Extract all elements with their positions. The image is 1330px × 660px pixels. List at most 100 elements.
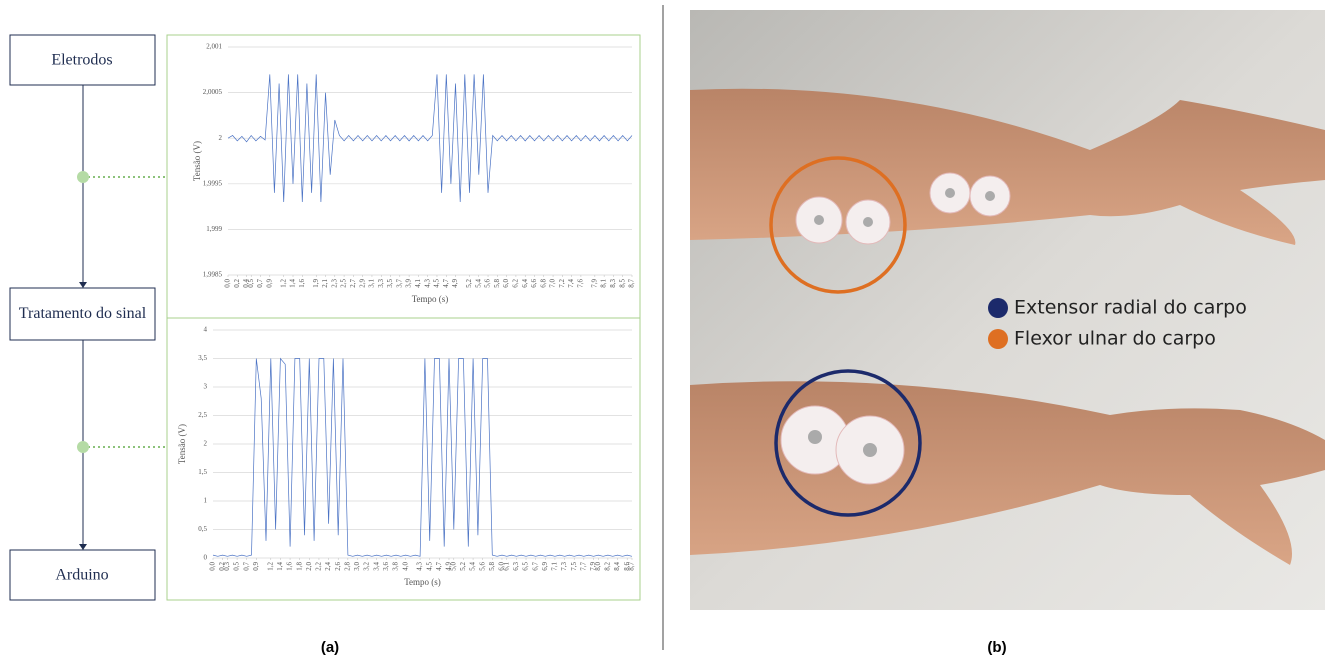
- legend-swatch: [988, 298, 1008, 318]
- x-tick-label: 1,4: [276, 562, 284, 571]
- x-tick-label: 5,6: [484, 279, 492, 288]
- x-tick-label: 8,7: [628, 562, 636, 571]
- x-tick-label: 7,9: [590, 279, 598, 288]
- legend-label: Flexor ulnar do carpo: [1014, 328, 1216, 350]
- caption: (b): [987, 639, 1006, 656]
- x-tick-label: 5,0: [449, 562, 457, 571]
- x-tick-label: 4,7: [435, 562, 443, 571]
- x-tick-label: 8,3: [609, 279, 617, 288]
- x-tick-label: 6,5: [522, 562, 530, 571]
- x-tick-label: 7,7: [579, 562, 587, 571]
- x-tick-label: 1,4: [289, 279, 297, 288]
- x-tick-label: 1,2: [266, 562, 274, 571]
- x-tick-label: 2,7: [349, 279, 357, 288]
- x-tick-label: 0,2: [233, 279, 241, 288]
- x-tick-label: 6,7: [531, 562, 539, 571]
- x-tick-label: 4,5: [425, 562, 433, 571]
- y-tick-label: 2: [204, 440, 208, 448]
- x-tick-label: 6,0: [502, 279, 510, 288]
- x-tick-label: 3,0: [353, 562, 361, 571]
- x-tick-label: 6,9: [541, 562, 549, 571]
- x-tick-label: 4,5: [433, 279, 441, 288]
- x-tick-label: 0,3: [223, 562, 231, 571]
- x-tick-label: 0,0: [209, 562, 217, 571]
- page: Eletrodos Tratamento do sinal Arduino Ex…: [0, 0, 1330, 660]
- x-tick-label: 2,4: [324, 562, 332, 571]
- x-tick-label: 8,2: [604, 562, 612, 571]
- node-label: Tratamento do sinal: [12, 290, 153, 338]
- x-tick-label: 5,4: [469, 562, 477, 571]
- x-tick-label: 2,6: [334, 562, 342, 571]
- x-tick-label: 2,1: [321, 279, 329, 288]
- y-tick-label: 1,999: [206, 225, 222, 233]
- y-tick-label: 1: [204, 497, 208, 505]
- x-tick-label: 6,3: [512, 562, 520, 571]
- y-tick-label: 1,9985: [203, 271, 223, 279]
- x-tick-label: 3,3: [377, 279, 385, 288]
- x-tick-label: 3,8: [392, 562, 400, 571]
- x-tick-label: 7,2: [558, 279, 566, 288]
- y-tick-label: 2,001: [206, 43, 222, 51]
- x-tick-label: 6,6: [530, 279, 538, 288]
- x-tick-label: 3,5: [386, 279, 394, 288]
- legend-label: Extensor radial do carpo: [1014, 297, 1247, 319]
- x-tick-label: 5,8: [488, 562, 496, 571]
- x-tick-label: 5,2: [459, 562, 467, 571]
- x-tick-label: 6,4: [521, 279, 529, 288]
- x-tick-label: 3,9: [405, 279, 413, 288]
- node-label: Eletrodos: [51, 52, 112, 69]
- x-tick-label: 7,5: [570, 562, 578, 571]
- x-tick-label: 2,5: [340, 279, 348, 288]
- x-tick-label: 7,1: [551, 562, 559, 571]
- x-tick-label: 0,9: [252, 562, 260, 571]
- flow-dot: [77, 171, 89, 183]
- x-tick-label: 1,2: [279, 279, 287, 288]
- x-tick-label: 4,7: [442, 279, 450, 288]
- x-tick-label: 7,6: [577, 279, 585, 288]
- x-tick-label: 3,4: [372, 562, 380, 571]
- x-tick-label: 5,4: [474, 279, 482, 288]
- x-tick-label: 8,5: [618, 279, 626, 288]
- y-tick-label: 2,5: [198, 411, 207, 419]
- x-tick-label: 5,8: [493, 279, 501, 288]
- x-tick-label: 6,1: [502, 562, 510, 571]
- x-tick-label: 3,1: [368, 279, 376, 288]
- x-tick-label: 7,4: [567, 279, 575, 288]
- x-tick-label: 3,6: [382, 562, 390, 571]
- y-axis-label: Tensão (V): [192, 141, 202, 181]
- x-axis-label: Tempo (s): [404, 577, 441, 587]
- x-tick-label: 6,8: [539, 279, 547, 288]
- x-tick-label: 8,1: [600, 279, 608, 288]
- y-axis-label: Tensão (V): [177, 424, 187, 464]
- x-tick-label: 4,1: [414, 279, 422, 288]
- x-tick-label: 0,5: [233, 562, 241, 571]
- x-tick-label: 4,3: [423, 279, 431, 288]
- x-tick-label: 3,7: [395, 279, 403, 288]
- caption: (a): [321, 639, 339, 656]
- x-tick-label: 8,0: [594, 562, 602, 571]
- x-tick-label: 7,3: [560, 562, 568, 571]
- x-tick-label: 8,7: [628, 279, 636, 288]
- y-tick-label: 3: [204, 383, 208, 391]
- x-tick-label: 2,3: [330, 279, 338, 288]
- x-tick-label: 0,9: [265, 279, 273, 288]
- y-tick-label: 1,9995: [203, 179, 223, 187]
- x-tick-label: 4,9: [451, 279, 459, 288]
- x-axis-label: Tempo (s): [412, 294, 449, 304]
- x-tick-label: 5,6: [478, 562, 486, 571]
- y-tick-label: 2,0005: [203, 88, 223, 96]
- x-tick-label: 1,9: [312, 279, 320, 288]
- x-tick-label: 1,6: [286, 562, 294, 571]
- x-tick-label: 2,2: [315, 562, 323, 571]
- x-tick-label: 5,2: [465, 279, 473, 288]
- y-tick-label: 0,5: [198, 525, 207, 533]
- x-tick-label: 2,8: [343, 562, 351, 571]
- x-tick-label: 0,7: [256, 279, 264, 288]
- x-tick-label: 4,0: [401, 562, 409, 571]
- x-tick-label: 2,0: [305, 562, 313, 571]
- x-tick-label: 0,0: [224, 279, 232, 288]
- flow-dot: [77, 441, 89, 453]
- x-tick-label: 8,4: [613, 562, 621, 571]
- legend-swatch: [988, 329, 1008, 349]
- x-tick-label: 0,5: [247, 279, 255, 288]
